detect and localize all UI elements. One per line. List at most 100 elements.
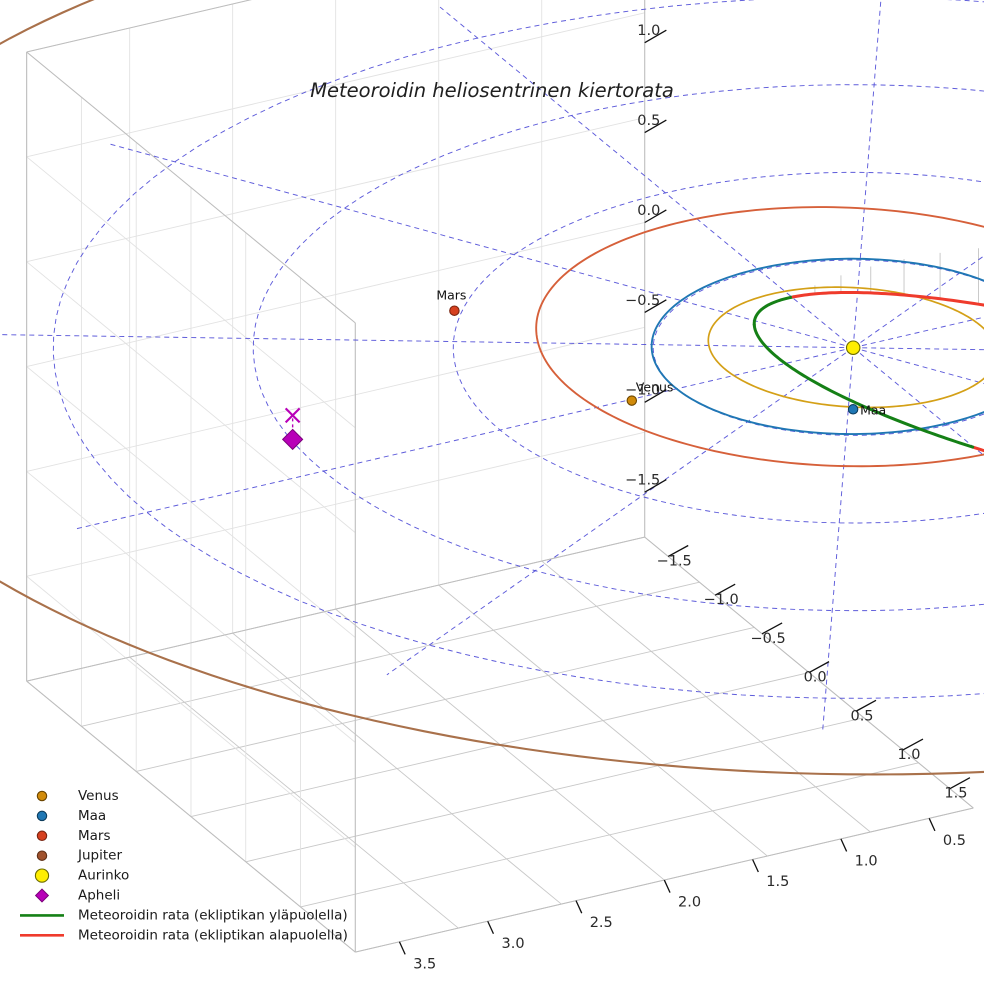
legend-item-label: Meteoroidin rata (ekliptikan alapuolella…: [78, 927, 348, 943]
legend-item-label: Apheli: [78, 888, 120, 904]
meteoroid-segment-below: [791, 290, 984, 453]
legend-item-label: Jupiter: [77, 848, 122, 864]
legend-item[interactable]: Apheli: [34, 888, 121, 904]
orbit-Mars-orbit: [535, 206, 984, 468]
orbit-Maa-orbit: [650, 257, 984, 436]
planet-orbits: [0, 0, 984, 776]
x-tickmark: [808, 661, 830, 674]
side-pane-gridline-h: [26, 12, 645, 158]
legend-item-label: Venus: [78, 788, 119, 804]
ecliptic-spoke: [852, 255, 984, 349]
x-tick-label: 0.5: [850, 708, 873, 724]
x-tickmark: [855, 699, 877, 712]
ecliptic-plane-grid: [0, 0, 984, 734]
legend-item-label: Mars: [78, 828, 111, 844]
z-tickmark: [644, 119, 667, 134]
legend-item[interactable]: Aurinko: [34, 868, 129, 884]
legend-item-label: Meteoroidin rata (ekliptikan yläpuolella…: [78, 907, 348, 923]
z-tickmark: [644, 478, 667, 493]
x-tickmark: [714, 583, 736, 596]
marker-venus: [626, 395, 638, 406]
meteoroid-segment-above: [752, 295, 795, 327]
legend-marker-swatch: [36, 790, 48, 802]
orbit-Venus-orbit: [707, 286, 984, 409]
annotation-mars: Mars: [436, 288, 466, 303]
z-tick-label: −1.5: [625, 473, 660, 489]
legend-marker-swatch: [34, 888, 50, 903]
z-tick-label: 1.0: [637, 23, 660, 39]
y-tickmark: [663, 879, 671, 893]
x-tick-label: −0.5: [750, 631, 785, 647]
marker-aurinko: [845, 340, 861, 355]
marker-mars: [449, 305, 460, 316]
legend-marker-swatch: [36, 830, 48, 842]
bottom-pane-gridline-y: [129, 656, 459, 929]
legend: Venus Maa Mars Jupiter Aurinko Apheli Meteoroi…: [20, 788, 348, 943]
ecliptic-spoke: [821, 347, 854, 734]
z-tick-label: −1.0: [625, 383, 660, 399]
box-edge: [26, 0, 252, 53]
x-tick-label: −1.0: [704, 592, 739, 608]
meteoroid-orbit: [752, 290, 984, 453]
y-tick-label: 3.0: [502, 936, 525, 952]
ecliptic-spoke: [852, 0, 882, 348]
legend-item[interactable]: Mars: [36, 828, 111, 844]
x-tickmark: [667, 544, 689, 558]
legend-item[interactable]: Maa: [36, 808, 106, 824]
legend-item-label: Maa: [78, 808, 106, 824]
axis-ticks: 1.5 1.0 0.5 0.0 −0.5 −1.0 −1.5 −1.5 −1.0 −0.5 0.0 0…: [398, 23, 971, 972]
legend-marker-swatch: [36, 810, 48, 822]
legend-item[interactable]: Jupiter: [36, 848, 122, 864]
x-tickmark: [761, 622, 783, 635]
legend-item[interactable]: Venus: [36, 788, 119, 804]
ecliptic-spoke: [0, 334, 854, 349]
legend-marker-swatch: [34, 868, 50, 883]
z-tickmark: [644, 299, 667, 313]
y-tickmark: [840, 838, 848, 852]
legend-marker-swatch: [36, 850, 48, 861]
marker-maa: [847, 404, 859, 415]
marker-apheli: [281, 428, 304, 451]
x-tick-label: 1.0: [897, 747, 920, 763]
x-tick-label: 1.5: [944, 786, 967, 802]
y-tickmark: [752, 859, 759, 873]
back-pane-gridline-h: [26, 156, 356, 429]
page-title: Meteoroidin heliosentrinen kiertorata: [310, 79, 674, 102]
y-tickmark: [398, 941, 406, 955]
y-tickmark: [575, 900, 583, 914]
x-tickmark: [902, 738, 924, 751]
annotation-maa: Maa: [860, 402, 886, 417]
box-edge: [26, 51, 356, 324]
y-tick-label: 0.5: [943, 833, 966, 849]
legend-item-label: Aurinko: [78, 868, 129, 884]
z-tick-label: 0.0: [637, 203, 660, 219]
y-tick-label: 2.5: [590, 915, 613, 931]
z-tickmark: [644, 209, 667, 224]
ecliptic-spoke: [853, 347, 984, 385]
ecliptic-spoke: [386, 347, 854, 676]
meteoroid-segment-above: [752, 323, 975, 449]
apheli-cross: [284, 407, 301, 424]
z-tickmark: [644, 389, 667, 403]
box-edge: [26, 680, 356, 953]
ecliptic-spoke: [76, 347, 854, 530]
y-tick-label: 3.5: [413, 956, 436, 972]
box-edge: [355, 807, 974, 953]
y-tick-label: 1.0: [855, 854, 878, 870]
orbit-Jupiter-orbit: [0, 0, 984, 776]
z-tickmark: [644, 29, 667, 44]
x-tick-label: 0.0: [804, 670, 827, 686]
legend-item[interactable]: Meteoroidin rata (ekliptikan alapuolella…: [20, 927, 348, 943]
y-tick-label: 1.5: [766, 874, 789, 890]
y-tickmark: [928, 818, 936, 832]
y-tick-label: 2.0: [678, 895, 701, 911]
x-tick-label: −1.5: [657, 554, 692, 570]
box-edge: [26, 536, 645, 682]
legend-item[interactable]: Meteoroidin rata (ekliptikan yläpuolella…: [20, 907, 348, 923]
x-tickmark: [949, 777, 971, 790]
axes-panes: [26, 0, 974, 953]
ecliptic-spoke: [106, 142, 854, 349]
y-tickmark: [487, 920, 495, 935]
